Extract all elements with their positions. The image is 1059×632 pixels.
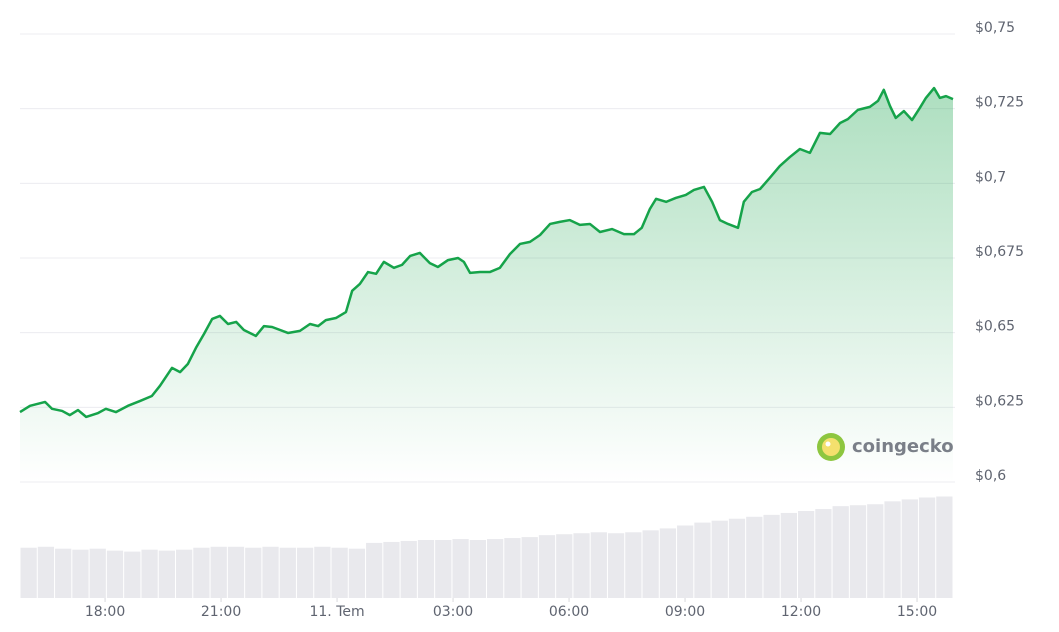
volume-bar [331, 547, 348, 598]
volume-bar [849, 505, 867, 598]
volume-bar [417, 540, 435, 598]
price-line [19, 86, 954, 419]
y-tick-label: $0,65 [975, 319, 1015, 335]
volume-bar [798, 511, 815, 598]
volume-bar [936, 496, 953, 598]
volume-bar [210, 546, 227, 598]
volume-bar [20, 547, 37, 598]
volume-bar [262, 546, 279, 598]
volume-bar [279, 547, 296, 598]
volume-bar [193, 547, 210, 598]
x-tick-label: 15:00 [897, 604, 937, 620]
y-tick-label: $0,625 [975, 393, 1024, 409]
volume-bar [141, 549, 158, 598]
volume-bar [521, 537, 538, 598]
volume-bar [607, 533, 625, 598]
y-tick-label: $0,675 [975, 244, 1024, 260]
volume-bar [780, 512, 797, 598]
volume-bar [435, 540, 452, 598]
volume-bar [901, 499, 918, 598]
volume-bar [37, 546, 55, 598]
volume-bar [556, 534, 573, 598]
area-fill [20, 88, 953, 482]
x-tick-label: 11. Tem [309, 604, 364, 620]
volume-bar [176, 549, 193, 598]
volume-bar [884, 501, 901, 598]
volume-bar [158, 550, 175, 598]
volume-bar [573, 533, 590, 598]
volume-bar [746, 516, 763, 598]
volume-bar [245, 547, 262, 598]
volume-bar [659, 528, 677, 598]
volume-bar [72, 549, 89, 598]
volume-bar [694, 522, 711, 598]
volume-bar [677, 525, 694, 598]
volume-bar [642, 530, 659, 598]
volume-bar [124, 551, 141, 598]
volume-bar [383, 541, 400, 598]
x-tick-label: 12:00 [781, 604, 821, 620]
volume-bar [538, 535, 556, 598]
x-tick-label: 03:00 [433, 604, 473, 620]
volume-bar [89, 548, 106, 598]
volume-bar [296, 547, 314, 598]
x-tick-label: 18:00 [85, 604, 125, 620]
y-tick-label: $0,7 [975, 169, 1006, 185]
y-tick-label: $0,75 [975, 20, 1015, 36]
volume-bar [625, 532, 642, 598]
volume-bar [590, 532, 607, 598]
volume-bar [504, 538, 521, 598]
volume-bar [815, 509, 832, 598]
watermark-logo [817, 433, 845, 461]
volume-bar [763, 514, 780, 598]
x-tick-label: 06:00 [549, 604, 589, 620]
volume-bar [867, 504, 884, 598]
volume-bar [227, 546, 245, 598]
volume-bar [452, 539, 469, 598]
volume-bar [918, 497, 936, 598]
watermark: coingecko [852, 436, 954, 457]
volume-bar [366, 542, 383, 598]
y-tick-label: $0,6 [975, 468, 1006, 484]
volume-bar [348, 548, 366, 598]
y-tick-label: $0,725 [975, 95, 1024, 111]
x-tick-label: 09:00 [665, 604, 705, 620]
volume-bar [711, 520, 728, 598]
volume-bar [55, 548, 72, 598]
volume-bar [106, 550, 124, 598]
volume-bar [314, 546, 331, 598]
x-tick-label: 21:00 [201, 604, 241, 620]
volume-bar [832, 506, 849, 598]
volume-bar [469, 540, 486, 598]
volume-bar [487, 539, 504, 598]
volume-bar [728, 518, 746, 598]
volume-bar [400, 540, 417, 598]
